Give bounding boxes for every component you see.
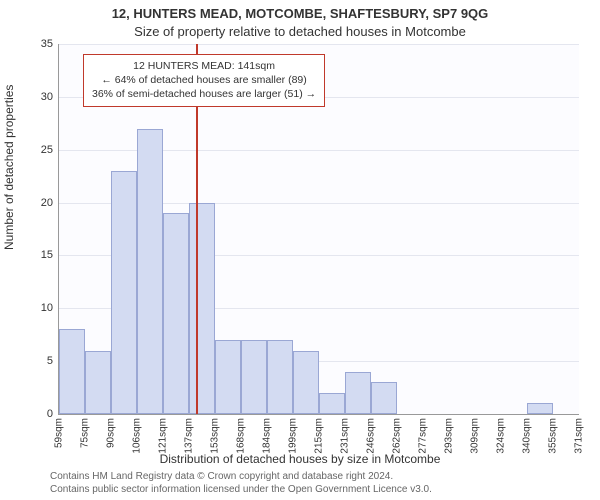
- x-tick-label: 293sqm: [444, 418, 455, 454]
- y-tick-label: 5: [47, 355, 53, 367]
- histogram-bar: [111, 171, 137, 414]
- x-tick-label: 75sqm: [80, 418, 91, 448]
- footer-attribution: Contains HM Land Registry data © Crown c…: [50, 470, 590, 496]
- x-tick-label: 246sqm: [366, 418, 377, 454]
- x-tick-label: 168sqm: [236, 418, 247, 454]
- x-tick-label: 340sqm: [522, 418, 533, 454]
- x-tick-label: 153sqm: [210, 418, 221, 454]
- chart-container: 12, HUNTERS MEAD, MOTCOMBE, SHAFTESBURY,…: [0, 0, 600, 500]
- histogram-bar: [527, 403, 553, 414]
- y-tick-label: 20: [41, 197, 53, 209]
- gridline: [59, 44, 579, 45]
- histogram-bar: [137, 129, 163, 414]
- chart-title-line1: 12, HUNTERS MEAD, MOTCOMBE, SHAFTESBURY,…: [0, 6, 600, 21]
- annotation-box: 12 HUNTERS MEAD: 141sqm← 64% of detached…: [83, 54, 325, 107]
- y-axis-label: Number of detached properties: [2, 85, 16, 250]
- histogram-bar: [215, 340, 241, 414]
- y-tick-label: 35: [41, 38, 53, 50]
- histogram-bar: [293, 351, 319, 414]
- annotation-line1: 12 HUNTERS MEAD: 141sqm: [92, 59, 316, 73]
- x-tick-label: 59sqm: [54, 418, 65, 448]
- x-tick-label: 215sqm: [314, 418, 325, 454]
- x-tick-label: 90sqm: [106, 418, 117, 448]
- x-axis-label: Distribution of detached houses by size …: [0, 452, 600, 466]
- x-tick-label: 199sqm: [288, 418, 299, 454]
- x-tick-label: 184sqm: [262, 418, 273, 454]
- x-tick-label: 137sqm: [184, 418, 195, 454]
- x-tick-label: 277sqm: [418, 418, 429, 454]
- x-tick-label: 106sqm: [132, 418, 143, 454]
- histogram-bar: [85, 351, 111, 414]
- histogram-bar: [241, 340, 267, 414]
- x-tick-label: 371sqm: [574, 418, 585, 454]
- x-tick-label: 262sqm: [392, 418, 403, 454]
- y-tick-label: 15: [41, 249, 53, 261]
- annotation-line3: 36% of semi-detached houses are larger (…: [92, 87, 316, 101]
- histogram-bar: [371, 382, 397, 414]
- histogram-bar: [59, 329, 85, 414]
- footer-line1: Contains HM Land Registry data © Crown c…: [50, 470, 590, 483]
- histogram-bar: [345, 372, 371, 414]
- plot-area: 0510152025303559sqm75sqm90sqm106sqm121sq…: [58, 44, 579, 415]
- footer-line2: Contains public sector information licen…: [50, 483, 590, 496]
- chart-title-line2: Size of property relative to detached ho…: [0, 24, 600, 39]
- x-tick-label: 324sqm: [496, 418, 507, 454]
- annotation-line2: ← 64% of detached houses are smaller (89…: [92, 73, 316, 87]
- x-tick-label: 231sqm: [340, 418, 351, 454]
- y-tick-label: 10: [41, 302, 53, 314]
- x-tick-label: 355sqm: [548, 418, 559, 454]
- y-tick-label: 25: [41, 144, 53, 156]
- histogram-bar: [319, 393, 345, 414]
- y-tick-label: 30: [41, 91, 53, 103]
- histogram-bar: [267, 340, 293, 414]
- histogram-bar: [189, 203, 215, 414]
- x-tick-label: 121sqm: [158, 418, 169, 454]
- x-tick-label: 309sqm: [470, 418, 481, 454]
- histogram-bar: [163, 213, 189, 414]
- y-tick-label: 0: [47, 408, 53, 420]
